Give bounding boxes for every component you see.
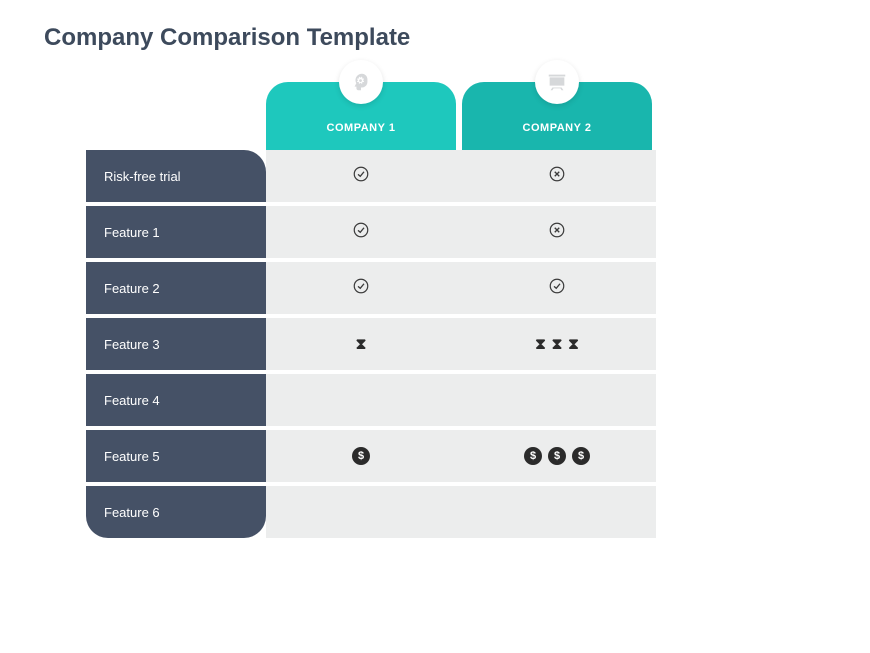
column-headers: COMPANY 1 COMPANY 2 [266, 82, 656, 150]
check-icon [352, 165, 370, 188]
head-gears-icon [339, 60, 383, 104]
table-rows: Risk-free trial Feature 1 Feature 2 Feat… [86, 150, 656, 538]
row-values [266, 206, 656, 258]
dollar-icon: $ [572, 447, 590, 465]
check-icon [352, 221, 370, 244]
hourglass-icon: ⧗ [552, 336, 563, 353]
column-header-label: COMPANY 1 [327, 122, 396, 134]
cross-icon [548, 221, 566, 244]
cell: ⧗ [266, 318, 456, 370]
page-title: Company Comparison Template [44, 24, 410, 52]
cell [462, 486, 652, 538]
row-label: Feature 2 [86, 262, 266, 314]
dollar-icon: $ [524, 447, 542, 465]
cell [462, 262, 652, 314]
table-row: Feature 1 [86, 206, 656, 258]
row-values [266, 150, 656, 202]
table-row: Feature 2 [86, 262, 656, 314]
cell [266, 262, 456, 314]
table-row: Feature 5 $ $ $ $ [86, 430, 656, 482]
dollar-icon: $ [548, 447, 566, 465]
table-row: Risk-free trial [86, 150, 656, 202]
column-header-label: COMPANY 2 [523, 122, 592, 134]
hourglass-icon: ⧗ [535, 336, 546, 353]
cell: $ [266, 430, 456, 482]
check-icon [352, 277, 370, 300]
hourglass-icon: ⧗ [356, 336, 367, 353]
row-values: ⧗ ⧗ ⧗ ⧗ [266, 318, 656, 370]
hourglass-icon: ⧗ [568, 336, 579, 353]
cell: ⧗ ⧗ ⧗ [462, 318, 652, 370]
dollar-icon: $ [352, 447, 370, 465]
cell [266, 206, 456, 258]
cell [462, 150, 652, 202]
table-row: Feature 4 [86, 374, 656, 426]
row-values [266, 262, 656, 314]
column-header-1: COMPANY 1 [266, 82, 456, 150]
row-label: Feature 5 [86, 430, 266, 482]
column-header-2: COMPANY 2 [462, 82, 652, 150]
cell [266, 486, 456, 538]
row-values [266, 486, 656, 538]
table-row: Feature 6 [86, 486, 656, 538]
cell [462, 374, 652, 426]
row-values: $ $ $ $ [266, 430, 656, 482]
cell [462, 206, 652, 258]
presentation-icon [535, 60, 579, 104]
row-label: Risk-free trial [86, 150, 266, 202]
cell [266, 374, 456, 426]
row-label: Feature 4 [86, 374, 266, 426]
row-label: Feature 1 [86, 206, 266, 258]
row-label: Feature 3 [86, 318, 266, 370]
check-icon [548, 277, 566, 300]
row-values [266, 374, 656, 426]
table-row: Feature 3 ⧗ ⧗ ⧗ ⧗ [86, 318, 656, 370]
cross-icon [548, 165, 566, 188]
row-label: Feature 6 [86, 486, 266, 538]
cell: $ $ $ [462, 430, 652, 482]
cell [266, 150, 456, 202]
comparison-table: COMPANY 1 COMPANY 2 Risk-free trial Feat… [86, 82, 656, 538]
